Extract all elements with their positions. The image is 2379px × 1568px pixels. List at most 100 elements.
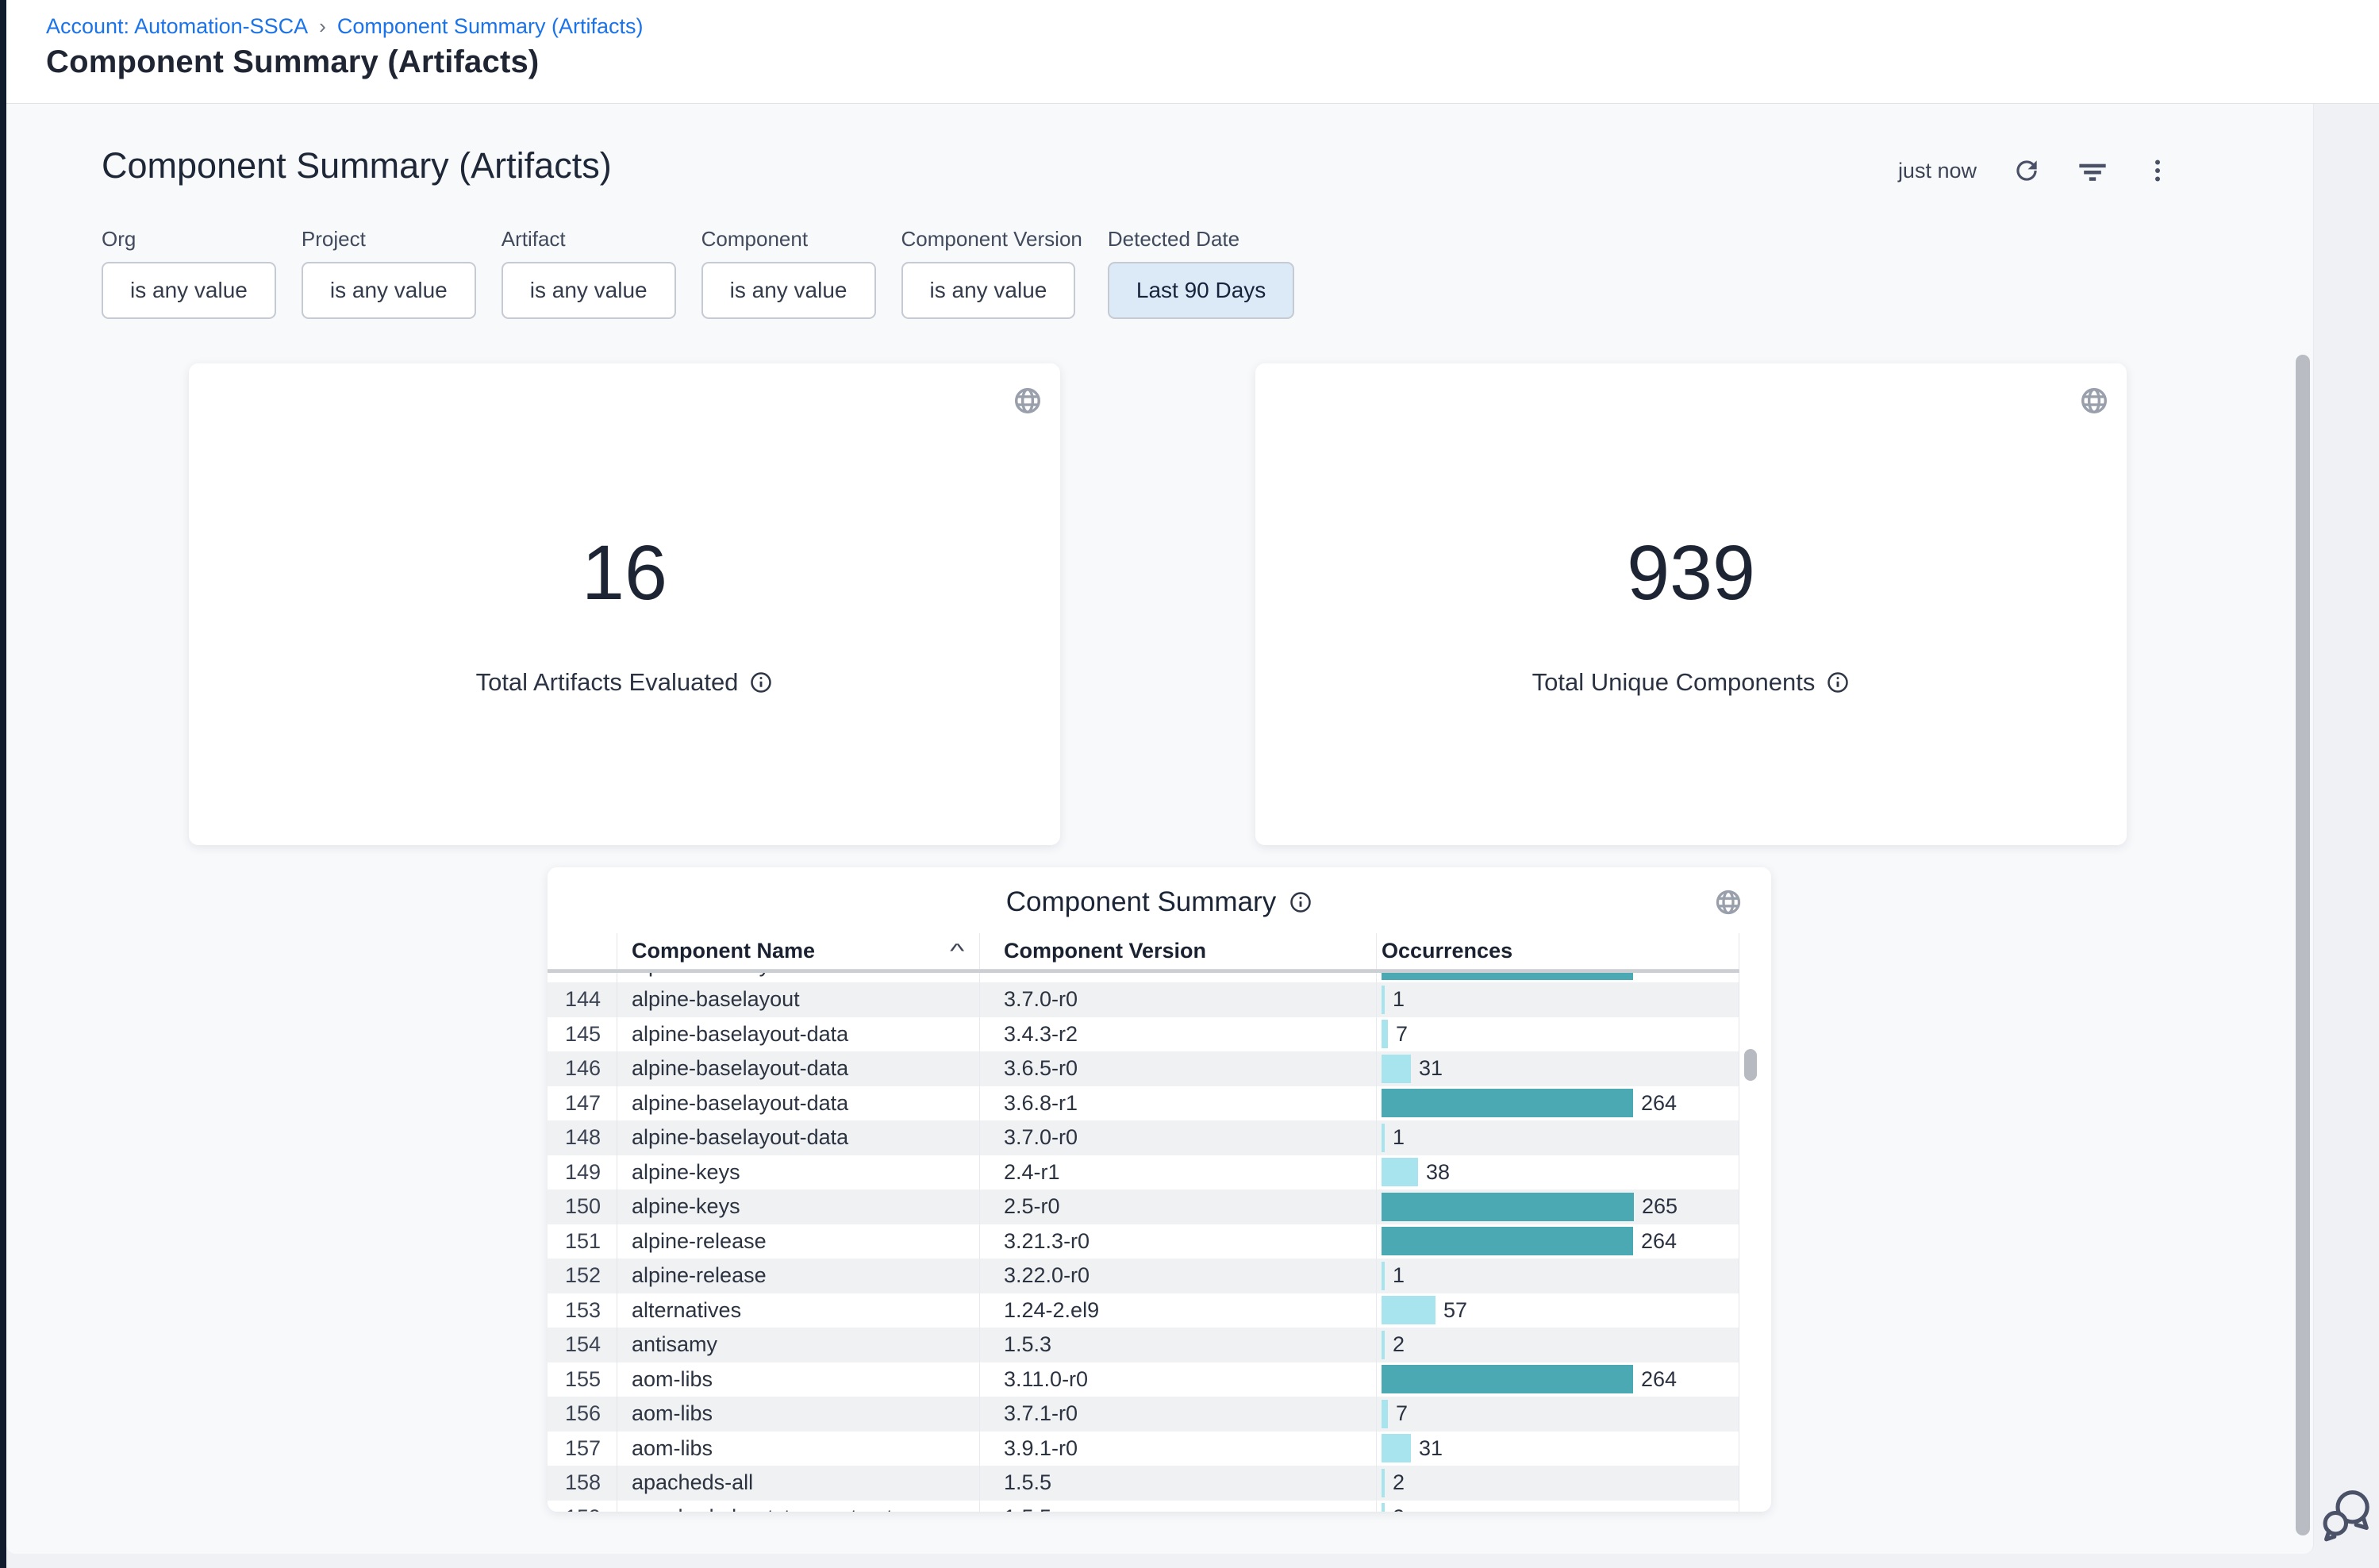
occurrence-bar [1382, 1399, 1388, 1428]
row-component-name: alpine-baselayout-data [617, 1120, 980, 1155]
table-row[interactable]: 144 alpine-baselayout 3.7.0-r0 1 [548, 982, 1739, 1017]
row-component-version: 1.5.3 [980, 1328, 1377, 1362]
row-component-name: alternatives [617, 1293, 980, 1328]
filter: Org is any value [102, 227, 276, 319]
row-index: 148 [548, 1120, 617, 1155]
row-index: 157 [548, 1431, 617, 1466]
occurrence-value: 265 [1642, 1194, 1678, 1219]
chat-support-icon[interactable] [2319, 1484, 2376, 1544]
row-occurrences-cell: 38 [1377, 1155, 1739, 1189]
row-index: 158 [548, 1466, 617, 1501]
table-row[interactable]: 156 aom-libs 3.7.1-r0 7 [548, 1397, 1739, 1432]
dashboard-panel: Component Summary (Artifacts) just now O… [6, 104, 2314, 1554]
filter-label: Artifact [501, 227, 566, 251]
filter: Artifact is any value [501, 227, 676, 319]
filter-button-detected-date[interactable]: Last 90 Days [1107, 262, 1295, 319]
filter-button-artifact[interactable]: is any value [501, 262, 676, 319]
globe-icon[interactable] [1714, 888, 1743, 917]
row-index: 146 [548, 1051, 617, 1086]
filter: Component Version is any value [901, 227, 1082, 319]
table-row[interactable]: 151 alpine-release 3.21.3-r0 264 [548, 1224, 1739, 1259]
page-scrollbar-thumb[interactable] [2296, 355, 2310, 1535]
row-index: 147 [548, 1086, 617, 1120]
table-row[interactable]: 147 alpine-baselayout-data 3.6.8-r1 264 [548, 1086, 1739, 1120]
occurrence-bar [1382, 1503, 1385, 1512]
column-header-component-version[interactable]: Component Version [980, 933, 1377, 969]
row-component-name: alpine-baselayout-data [617, 1017, 980, 1051]
row-index: 153 [548, 1293, 617, 1328]
globe-icon[interactable] [1013, 386, 1043, 416]
refresh-icon[interactable] [2012, 156, 2042, 186]
column-label: Component Name [632, 939, 816, 963]
kebab-menu-icon[interactable] [2143, 156, 2172, 185]
table-row[interactable]: 159 apacheds-bootstrap-extract 1.5.5 2 [548, 1500, 1739, 1512]
occurrence-value: 264 [1641, 1228, 1678, 1253]
row-component-version: 3.7.1-r0 [980, 1397, 1377, 1432]
row-occurrences-cell: 1 [1377, 1120, 1739, 1155]
table-row[interactable]: 143 alpine-baselayout 3.6.8-r1 264 [548, 973, 1739, 982]
row-component-version: 1.24-2.el9 [980, 1293, 1377, 1328]
filter-button-component-version[interactable]: is any value [901, 262, 1076, 319]
table-row[interactable]: 158 apacheds-all 1.5.5 2 [548, 1466, 1739, 1501]
row-component-version: 3.9.1-r0 [980, 1431, 1377, 1466]
filter: Detected Date Last 90 Days [1107, 227, 1295, 319]
filter-label: Project [301, 227, 366, 251]
occurrence-value: 264 [1641, 973, 1677, 978]
row-index: 145 [548, 1017, 617, 1051]
table-row[interactable]: 145 alpine-baselayout-data 3.4.3-r2 7 [548, 1017, 1739, 1051]
row-index: 151 [548, 1224, 617, 1259]
stat-card-total-artifacts: 16 Total Artifacts Evaluated [189, 363, 1060, 845]
info-icon[interactable] [749, 671, 773, 694]
row-component-name: aom-libs [617, 1431, 980, 1466]
row-component-name: alpine-release [617, 1224, 980, 1259]
filter-button-project[interactable]: is any value [301, 262, 476, 319]
table-row[interactable]: 157 aom-libs 3.9.1-r0 31 [548, 1431, 1739, 1466]
row-component-version: 3.7.0-r0 [980, 1120, 1377, 1155]
table-row[interactable]: 150 alpine-keys 2.5-r0 265 [548, 1189, 1739, 1224]
table-row[interactable]: 148 alpine-baselayout-data 3.7.0-r0 1 [548, 1120, 1739, 1155]
filter-button-org[interactable]: is any value [102, 262, 276, 319]
row-occurrences-cell: 264 [1377, 1224, 1739, 1259]
table-row[interactable]: 154 antisamy 1.5.3 2 [548, 1328, 1739, 1362]
column-header-occurrences[interactable]: Occurrences [1377, 933, 1739, 969]
header-scroll-shadow [548, 970, 1739, 973]
stat-value: 16 [582, 529, 667, 616]
filter-label: Detected Date [1107, 227, 1240, 251]
row-index: 159 [548, 1500, 617, 1512]
row-component-name: alpine-baselayout [617, 982, 980, 1017]
table-row[interactable]: 152 alpine-release 3.22.0-r0 1 [548, 1259, 1739, 1293]
table-row[interactable]: 153 alternatives 1.24-2.el9 57 [548, 1293, 1739, 1328]
breadcrumb-account-link[interactable]: Account: Automation-SSCA [46, 14, 309, 38]
info-icon[interactable] [1826, 671, 1850, 694]
filter-icon[interactable] [2077, 155, 2108, 186]
table-row[interactable]: 146 alpine-baselayout-data 3.6.5-r0 31 [548, 1051, 1739, 1086]
occurrence-value: 7 [1396, 1021, 1409, 1046]
column-header-component-name[interactable]: Component Name ^ [617, 933, 980, 969]
occurrence-bar [1382, 1365, 1633, 1394]
filter-button-component[interactable]: is any value [701, 262, 876, 319]
occurrence-bar [1382, 1020, 1388, 1049]
left-nav-strip[interactable] [0, 0, 6, 1568]
occurrence-value: 2 [1393, 1332, 1405, 1357]
table-row[interactable]: 155 aom-libs 3.11.0-r0 264 [548, 1362, 1739, 1397]
occurrence-value: 57 [1443, 1297, 1468, 1322]
occurrence-bar [1382, 1434, 1411, 1463]
table-row[interactable]: 149 alpine-keys 2.4-r1 38 [548, 1155, 1739, 1189]
breadcrumb-page-link[interactable]: Component Summary (Artifacts) [336, 14, 644, 38]
row-occurrences-cell: 2 [1377, 1466, 1739, 1501]
info-icon[interactable] [1289, 890, 1312, 914]
sort-asc-icon[interactable]: ^ [949, 939, 965, 963]
row-component-version: 3.6.5-r0 [980, 1051, 1377, 1086]
globe-icon[interactable] [2079, 386, 2109, 416]
row-component-name: alpine-baselayout-data [617, 1051, 980, 1086]
row-component-name: alpine-keys [617, 1189, 980, 1224]
row-component-version: 3.11.0-r0 [980, 1362, 1377, 1397]
occurrence-bar [1382, 1054, 1411, 1083]
row-index: 152 [548, 1259, 617, 1293]
occurrence-value: 264 [1641, 1366, 1678, 1391]
stat-value: 939 [1627, 529, 1755, 616]
row-component-version: 3.6.8-r1 [980, 1086, 1377, 1120]
table-scrollbar-thumb[interactable] [1744, 1049, 1757, 1081]
row-occurrences-cell: 2 [1377, 1500, 1739, 1512]
row-component-version: 2.4-r1 [980, 1155, 1377, 1189]
